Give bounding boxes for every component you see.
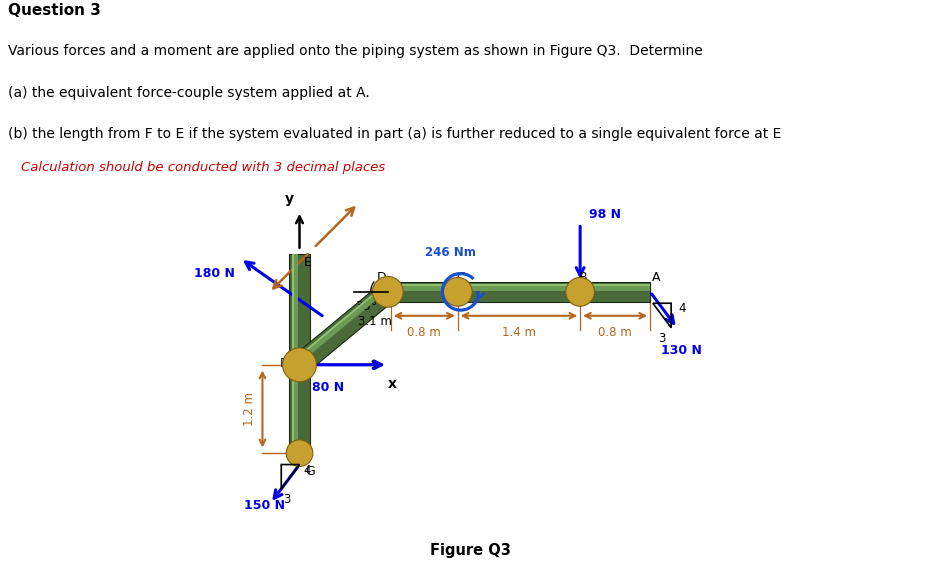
Circle shape [443, 278, 472, 306]
Circle shape [373, 276, 404, 307]
Text: 80 N: 80 N [311, 381, 344, 394]
Text: D: D [377, 271, 387, 284]
Polygon shape [388, 282, 650, 302]
Polygon shape [294, 254, 298, 453]
Polygon shape [293, 283, 394, 373]
Text: F: F [279, 357, 287, 370]
Text: Calculation should be conducted with 3 decimal places: Calculation should be conducted with 3 d… [21, 161, 385, 174]
Text: (a) the equivalent force-couple system applied at A.: (a) the equivalent force-couple system a… [8, 86, 369, 100]
Polygon shape [295, 287, 387, 364]
Circle shape [286, 440, 312, 466]
Text: E: E [304, 256, 311, 270]
Text: 246 Nm: 246 Nm [425, 246, 476, 259]
Text: x: x [388, 377, 397, 392]
Text: 4: 4 [303, 464, 311, 477]
Text: 4: 4 [678, 303, 685, 315]
Text: Various forces and a moment are applied onto the piping system as shown in Figur: Various forces and a moment are applied … [8, 44, 702, 59]
Text: G: G [305, 465, 315, 478]
Polygon shape [388, 284, 650, 286]
Text: 1.2 m: 1.2 m [244, 392, 256, 426]
Text: 0.8 m: 0.8 m [407, 326, 441, 339]
Text: 150 N: 150 N [244, 499, 285, 512]
Text: 0.8 m: 0.8 m [598, 326, 632, 339]
Text: C: C [456, 271, 466, 284]
Text: 35°: 35° [355, 300, 377, 312]
Polygon shape [289, 254, 310, 453]
Polygon shape [388, 286, 650, 291]
Text: 98 N: 98 N [589, 209, 621, 221]
Text: 3: 3 [659, 332, 665, 345]
Text: 3: 3 [283, 493, 291, 506]
Text: (b) the length from F to E if the system evaluated in part (a) is further reduce: (b) the length from F to E if the system… [8, 127, 781, 141]
Circle shape [282, 348, 316, 382]
Polygon shape [292, 254, 294, 453]
Text: 130 N: 130 N [661, 344, 702, 357]
Text: 3.1 m: 3.1 m [358, 315, 391, 328]
Text: B: B [579, 271, 587, 284]
Text: A: A [652, 271, 661, 284]
Text: Figure Q3: Figure Q3 [430, 543, 511, 557]
Text: 1.4 m: 1.4 m [502, 326, 536, 339]
Text: 180 N: 180 N [194, 267, 234, 280]
Text: Question 3: Question 3 [8, 3, 101, 18]
Polygon shape [295, 286, 384, 360]
Text: y: y [285, 192, 294, 206]
Circle shape [566, 278, 595, 306]
